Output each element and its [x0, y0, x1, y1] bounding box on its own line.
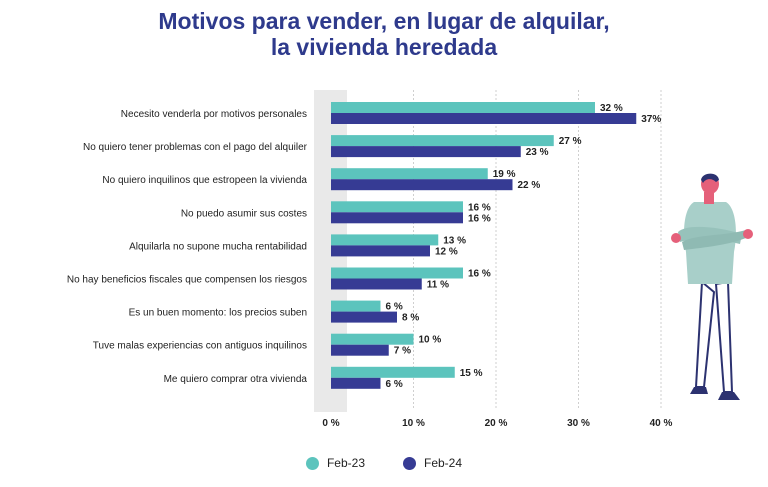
- bar-feb-24: [331, 212, 463, 224]
- value-label: 23 %: [526, 147, 549, 158]
- chart-legend: Feb-23 Feb-24: [0, 456, 768, 470]
- x-tick-label: 40 %: [650, 418, 673, 429]
- category-label: No hay beneficios fiscales que compensen…: [67, 275, 307, 286]
- value-label: 27 %: [559, 136, 582, 147]
- bar-feb-24: [331, 245, 430, 257]
- value-label: 16 %: [468, 269, 491, 280]
- bar-feb-23: [331, 135, 554, 147]
- x-tick-label: 10 %: [402, 418, 425, 429]
- category-label: Alquilarla no supone mucha rentabilidad: [129, 241, 307, 252]
- title-line-1: Motivos para vender, en lugar de alquila…: [158, 8, 610, 34]
- category-label: No puedo asumir sus costes: [181, 208, 307, 219]
- value-label: 16 %: [468, 213, 491, 224]
- category-label: No quiero inquilinos que estropeen la vi…: [102, 175, 307, 186]
- chart-labels: Necesito venderla por motivos personales…: [67, 103, 662, 390]
- legend-swatch-feb23: [305, 456, 319, 470]
- x-tick-label: 30 %: [567, 418, 590, 429]
- value-label: 16 %: [468, 202, 491, 213]
- legend-label-feb24: Feb-24: [424, 456, 463, 470]
- value-label: 12 %: [435, 246, 458, 257]
- value-label: 32 %: [600, 103, 623, 114]
- category-label: No quiero tener problemas con el pago de…: [83, 142, 308, 153]
- bar-feb-23: [331, 168, 488, 180]
- chart-title: Motivos para vender, en lugar de alquila…: [0, 8, 768, 60]
- bar-feb-24: [331, 179, 513, 191]
- value-label: 6 %: [386, 302, 403, 313]
- value-label: 10 %: [419, 335, 442, 346]
- category-label: Necesito venderla por motivos personales: [121, 109, 307, 120]
- x-tick-label: 20 %: [485, 418, 508, 429]
- x-tick-label: 0 %: [322, 418, 339, 429]
- chart-bars: [331, 102, 637, 389]
- value-label: 13 %: [443, 235, 466, 246]
- bar-feb-23: [331, 366, 455, 378]
- bar-feb-23: [331, 333, 414, 345]
- bar-feb-24: [331, 344, 389, 356]
- bar-feb-24: [331, 278, 422, 290]
- legend-item-feb23: Feb-23: [305, 456, 365, 470]
- value-label: 11 %: [427, 280, 449, 291]
- category-label: Es un buen momento: los precios suben: [129, 308, 307, 319]
- value-label: 22 %: [518, 180, 541, 191]
- bar-feb-23: [331, 267, 463, 279]
- value-label: 19 %: [493, 169, 516, 180]
- legend-item-feb24: Feb-24: [403, 456, 462, 470]
- value-label: 7 %: [394, 346, 411, 357]
- bar-feb-23: [331, 234, 439, 246]
- value-label: 15 %: [460, 368, 483, 379]
- bar-feb-24: [331, 113, 637, 124]
- value-label: 8 %: [402, 313, 419, 324]
- value-label: 6 %: [386, 379, 403, 390]
- title-line-2: la vivienda heredada: [270, 34, 498, 60]
- bar-feb-24: [331, 311, 397, 323]
- person-illustration: [671, 173, 753, 400]
- legend-label-feb23: Feb-23: [326, 456, 365, 470]
- bar-feb-24: [331, 377, 381, 389]
- value-label: 37%: [641, 114, 661, 125]
- bar-feb-24: [331, 146, 521, 158]
- bar-feb-23: [331, 300, 381, 312]
- legend-swatch-feb24: [403, 456, 416, 470]
- category-label: Me quiero comprar otra vivienda: [164, 374, 308, 385]
- category-label: Tuve malas experiencias con antiguos inq…: [93, 341, 307, 352]
- bar-feb-23: [331, 201, 463, 213]
- chart-x-axis: 0 % 10 % 20 % 30 % 40 %: [322, 418, 672, 429]
- bar-feb-23: [331, 102, 595, 113]
